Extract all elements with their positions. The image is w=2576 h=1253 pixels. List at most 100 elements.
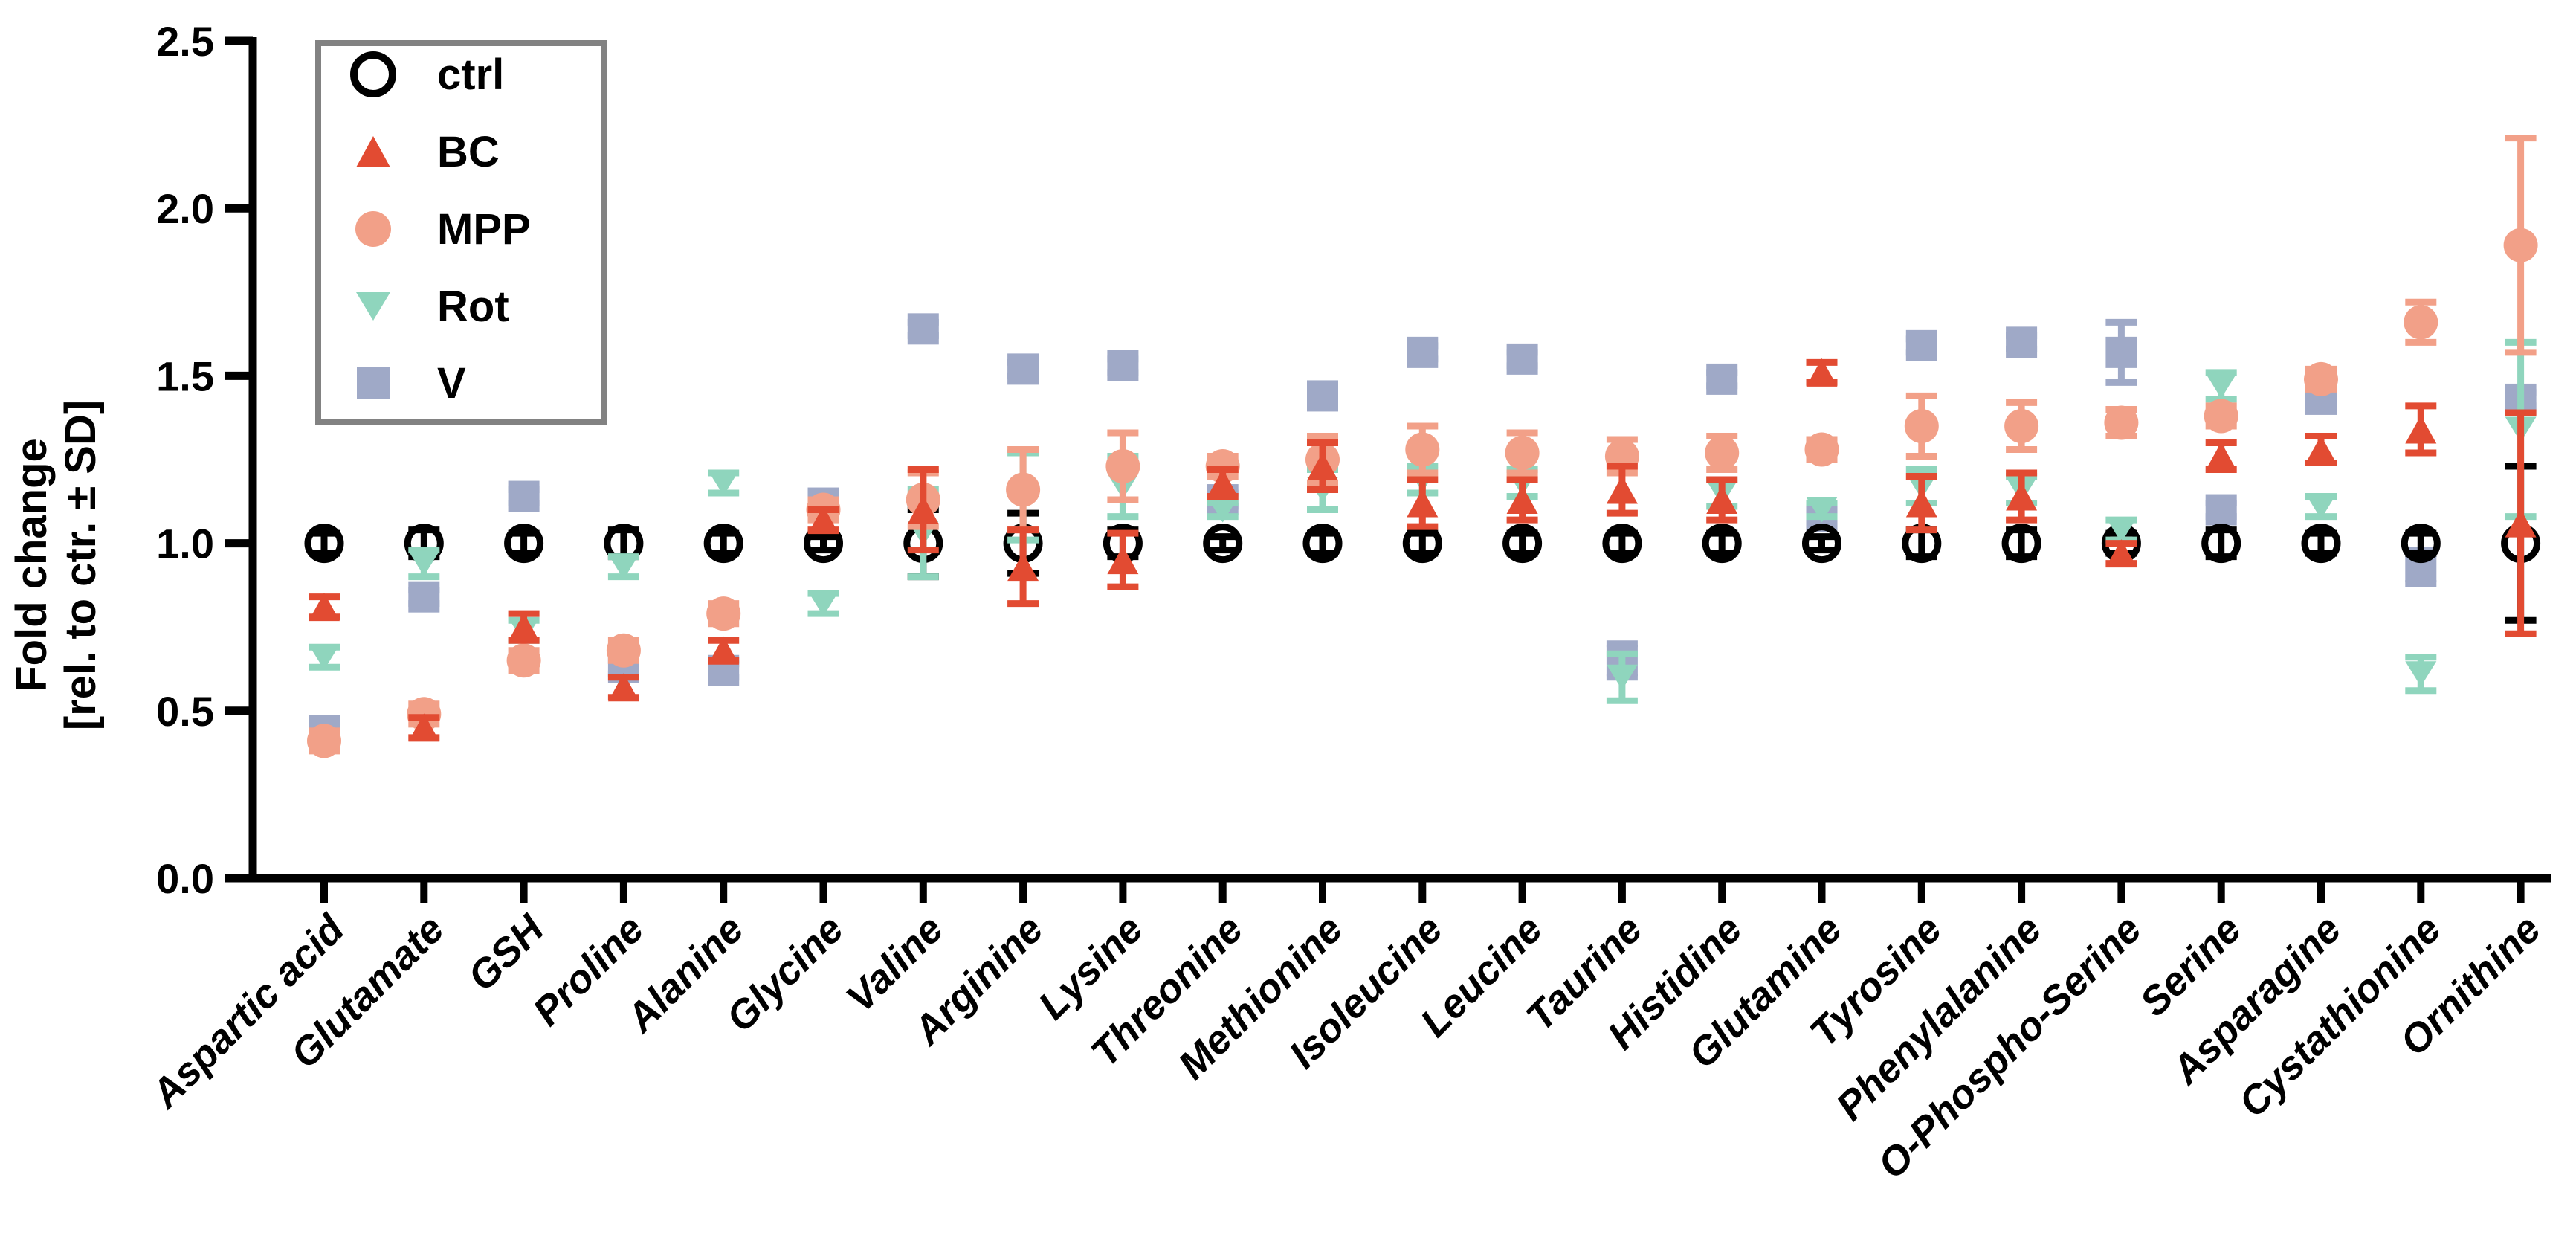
legend-marker-BC-icon: [356, 136, 390, 167]
marker-ctrl-17: [2001, 524, 2041, 564]
marker-MPP-15: [1804, 432, 1839, 467]
marker-BC-21: [2405, 415, 2437, 444]
marker-BC-11: [1407, 489, 1439, 518]
marker-V-16: [1905, 329, 1937, 361]
legend-label: ctrl: [437, 51, 504, 99]
marker-MPP-8: [1105, 449, 1140, 484]
errorbar-ctrl-10: [1307, 529, 1338, 557]
marker-BC-9: [1207, 468, 1239, 497]
marker-BC-22: [2505, 509, 2537, 538]
marker-BC-20: [2305, 435, 2337, 464]
marker-ctrl-13: [1602, 524, 1642, 564]
legend-item-MPP: MPP: [355, 205, 531, 254]
marker-ctrl-19: [2201, 524, 2241, 564]
errorbar-ctrl-2: [508, 529, 540, 557]
marker-BC-2: [508, 613, 540, 642]
marker-Rot-15: [1806, 497, 1838, 523]
marker-BC-6: [907, 495, 939, 524]
marker-BC-1: [408, 713, 440, 742]
marker-MPP-18: [2104, 405, 2139, 440]
marker-BC-12: [1506, 486, 1538, 515]
legend-marker-ctrl-icon: [350, 51, 396, 97]
marker-MPP-14: [1705, 435, 1740, 470]
y-tick-label: 1.5: [156, 352, 214, 399]
errorbar-ctrl-15: [1806, 533, 1838, 554]
marker-Rot-0: [309, 644, 340, 670]
marker-Rot-5: [807, 590, 839, 616]
marker-V-1: [408, 581, 440, 613]
marker-BC-7: [1007, 553, 1039, 582]
x-category-label: GSH: [459, 906, 553, 999]
y-tick-label: 0.5: [156, 688, 214, 735]
marker-ctrl-21: [2401, 524, 2441, 564]
marker-Rot-9: [1207, 497, 1239, 523]
marker-V-18: [2105, 336, 2137, 368]
marker-BC-13: [1606, 475, 1638, 504]
marker-MPP-2: [506, 643, 541, 678]
legend-marker-MPP-icon: [355, 211, 391, 247]
marker-V-6: [907, 313, 939, 345]
series-MPP: [307, 135, 2538, 758]
y-tick-label: 2.0: [156, 185, 214, 232]
errorbar-ctrl-9: [1207, 533, 1239, 554]
marker-Rot-4: [708, 470, 740, 496]
marker-V-14: [1706, 363, 1738, 395]
marker-BC-0: [309, 593, 340, 622]
marker-Rot-19: [2205, 373, 2237, 399]
marker-MPP-21: [2404, 305, 2438, 340]
legend-marker-Rot-icon: [356, 292, 390, 321]
marker-MPP-20: [2304, 361, 2338, 396]
y-axis-title: Fold change [rel. to ctr. ± SD]: [7, 400, 105, 730]
legend-item-BC: BC: [356, 128, 500, 176]
marker-MPP-22: [2503, 228, 2538, 262]
marker-Rot-20: [2305, 494, 2337, 520]
y-axis-title-line2: [rel. to ctr. ± SD]: [57, 400, 105, 730]
marker-BC-15: [1806, 358, 1838, 387]
marker-ctrl-4: [703, 524, 743, 564]
legend-item-V: V: [357, 359, 466, 408]
data-points: [304, 135, 2541, 758]
marker-ctrl-12: [1502, 524, 1543, 564]
marker-MPP-7: [1006, 472, 1041, 507]
marker-BC-14: [1706, 486, 1738, 515]
y-tick-label: 1.0: [156, 521, 214, 567]
series-BC: [309, 358, 2537, 742]
errorbar-ctrl-5: [807, 533, 839, 554]
legend-item-Rot: Rot: [356, 283, 509, 331]
marker-V-7: [1007, 353, 1039, 385]
marker-MPP-3: [606, 633, 641, 668]
marker-BC-4: [708, 636, 740, 665]
y-tick-label: 0.0: [156, 855, 214, 902]
marker-V-12: [1506, 343, 1538, 375]
marker-V-2: [508, 480, 540, 512]
marker-BC-17: [2006, 482, 2038, 511]
marker-ctrl-2: [504, 524, 544, 564]
marker-Rot-21: [2405, 661, 2437, 687]
marker-MPP-16: [1904, 408, 1939, 443]
legend-label: MPP: [437, 205, 531, 254]
marker-ctrl-10: [1302, 524, 1343, 564]
marker-MPP-0: [307, 724, 341, 758]
errorbar-ctrl-12: [1506, 529, 1538, 557]
marker-ctrl-14: [1702, 524, 1742, 564]
marker-Rot-3: [607, 554, 639, 580]
marker-V-19: [2205, 494, 2237, 526]
marker-MPP-17: [2004, 408, 2039, 443]
marker-MPP-4: [706, 596, 741, 631]
marker-V-11: [1407, 336, 1439, 368]
marker-ctrl-0: [304, 524, 344, 564]
errorbar-ctrl-0: [309, 529, 340, 557]
marker-Rot-13: [1606, 664, 1638, 690]
marker-BC-16: [1905, 489, 1937, 518]
marker-BC-3: [607, 673, 639, 702]
y-axis-title-line1: Fold change: [7, 438, 56, 692]
marker-BC-5: [807, 506, 839, 535]
errorbar-ctrl-14: [1706, 529, 1738, 557]
marker-MPP-19: [2204, 399, 2238, 434]
legend-label: V: [437, 359, 466, 408]
errorbar-ctrl-20: [2305, 529, 2337, 557]
marker-ctrl-20: [2301, 524, 2341, 564]
marker-V-17: [2006, 326, 2038, 358]
errorbar-ctrl-4: [708, 529, 740, 557]
marker-BC-19: [2205, 442, 2237, 471]
